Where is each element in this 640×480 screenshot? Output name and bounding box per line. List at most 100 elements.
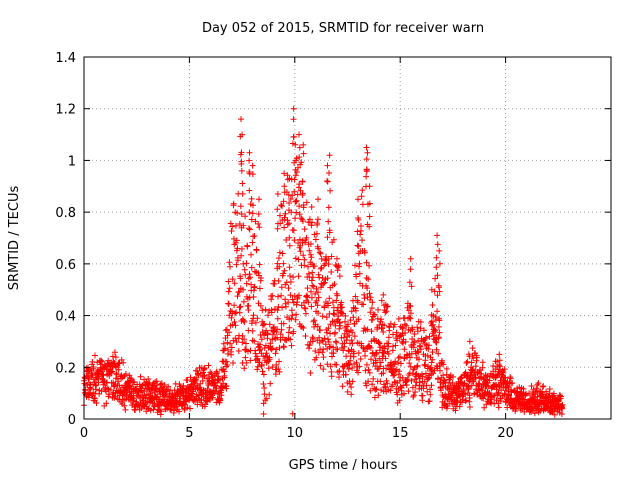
data-point: [402, 330, 409, 336]
data-point: [266, 391, 273, 398]
data-point: [421, 361, 428, 368]
data-point: [278, 284, 285, 291]
data-point: [161, 382, 168, 388]
data-point: [323, 314, 330, 321]
data-point: [248, 216, 255, 223]
data-point: [286, 220, 292, 227]
data-point: [457, 375, 464, 382]
data-point: [324, 162, 331, 169]
data-point: [304, 285, 311, 292]
data-point: [227, 263, 233, 270]
data-point: [236, 304, 243, 311]
data-point: [241, 365, 248, 372]
data-point: [252, 350, 259, 357]
data-point: [274, 191, 281, 197]
data-point: [248, 281, 255, 288]
data-point: [466, 338, 473, 345]
data-point: [520, 396, 527, 403]
data-point: [296, 236, 303, 243]
data-point: [234, 293, 241, 300]
data-point: [507, 374, 514, 381]
data-point: [334, 307, 341, 314]
data-point: [495, 368, 502, 375]
data-point: [93, 400, 100, 406]
data-point: [406, 314, 413, 321]
data-point: [120, 359, 127, 366]
data-point: [408, 283, 415, 290]
data-point: [250, 202, 256, 209]
data-point: [289, 296, 296, 303]
data-point: [90, 364, 97, 370]
data-point: [275, 220, 281, 227]
data-point: [336, 325, 343, 332]
data-point: [301, 304, 308, 311]
data-point: [274, 334, 280, 341]
data-point: [303, 293, 310, 300]
data-point: [401, 346, 408, 353]
data-point: [227, 220, 234, 227]
data-point: [439, 383, 446, 390]
data-point: [303, 234, 310, 241]
data-point: [385, 350, 392, 357]
data-point: [479, 364, 486, 371]
data-point: [312, 236, 319, 243]
data-point: [293, 198, 299, 205]
data-point: [308, 277, 315, 284]
data-point: [436, 288, 443, 295]
data-point: [431, 326, 438, 333]
data-point: [397, 353, 403, 360]
data-point: [466, 353, 473, 360]
data-point: [257, 346, 264, 353]
data-point: [242, 354, 249, 361]
data-point: [290, 133, 297, 140]
data-point: [287, 292, 294, 299]
data-point: [287, 273, 293, 279]
data-point: [318, 255, 325, 262]
data-point: [466, 398, 473, 405]
data-point: [228, 314, 235, 321]
data-point: [390, 372, 397, 379]
data-point: [397, 383, 404, 390]
data-point: [249, 318, 256, 324]
data-point: [248, 195, 255, 202]
data-point: [255, 211, 262, 217]
data-point: [234, 245, 241, 252]
data-point: [296, 154, 303, 161]
data-point: [326, 170, 332, 176]
data-point: [363, 166, 370, 173]
data-point: [313, 297, 320, 304]
data-point: [286, 175, 293, 182]
data-point: [407, 315, 414, 322]
data-point: [262, 306, 269, 313]
data-point: [296, 292, 302, 299]
y-tick-label: 0.4: [55, 310, 76, 325]
data-point: [239, 131, 246, 138]
data-point: [333, 361, 340, 368]
data-point: [286, 200, 293, 206]
data-point: [202, 401, 209, 408]
data-point: [112, 354, 119, 361]
data-point: [365, 378, 372, 385]
data-point: [261, 385, 268, 391]
data-point: [355, 250, 362, 257]
data-point: [286, 264, 293, 271]
data-point: [223, 382, 230, 389]
data-point: [225, 278, 232, 285]
data-point: [226, 329, 233, 336]
data-point: [338, 299, 345, 306]
data-point: [350, 314, 357, 321]
data-point: [307, 370, 314, 376]
data-point: [366, 369, 373, 376]
data-point: [378, 316, 385, 323]
data-point: [309, 261, 315, 268]
data-point: [321, 335, 328, 342]
data-point: [408, 377, 415, 384]
data-point: [192, 378, 199, 385]
data-point: [205, 382, 212, 388]
data-point: [336, 374, 342, 381]
y-tick-label: 0.6: [55, 258, 76, 273]
data-point: [363, 382, 370, 389]
data-point: [249, 210, 256, 217]
data-point: [308, 288, 314, 295]
data-point: [103, 400, 110, 407]
